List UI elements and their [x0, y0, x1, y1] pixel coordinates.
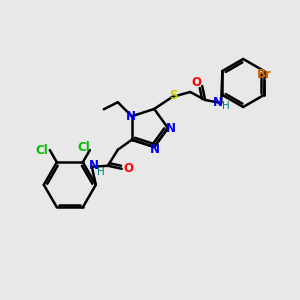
- Text: N: N: [150, 142, 160, 155]
- Text: S: S: [169, 89, 177, 103]
- Text: N: N: [89, 159, 99, 172]
- Text: N: N: [166, 122, 176, 134]
- Text: Cl: Cl: [35, 144, 48, 157]
- Text: Br: Br: [256, 68, 272, 82]
- Text: N: N: [213, 97, 223, 110]
- Text: N: N: [126, 110, 136, 123]
- Text: O: O: [191, 76, 201, 89]
- Text: H: H: [222, 101, 230, 111]
- Text: Cl: Cl: [77, 141, 90, 154]
- Text: O: O: [124, 162, 134, 175]
- Text: H: H: [97, 167, 105, 177]
